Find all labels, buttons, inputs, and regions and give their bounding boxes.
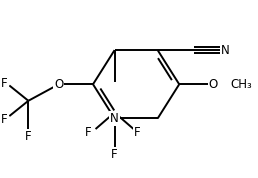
Text: CH₃: CH₃ <box>230 78 252 91</box>
Text: F: F <box>134 126 141 139</box>
Text: N: N <box>221 44 229 57</box>
Text: F: F <box>25 130 32 143</box>
Text: F: F <box>1 77 7 90</box>
Text: F: F <box>1 113 7 126</box>
Text: F: F <box>111 148 118 161</box>
Text: O: O <box>54 78 63 91</box>
Text: N: N <box>110 112 119 125</box>
Text: F: F <box>85 126 91 139</box>
Text: O: O <box>209 78 218 91</box>
